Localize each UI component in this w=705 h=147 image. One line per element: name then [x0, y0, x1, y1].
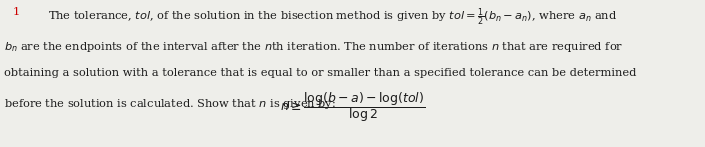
Text: The tolerance, $tol$, of the solution in the bisection method is given by $tol =: The tolerance, $tol$, of the solution in…	[48, 7, 617, 28]
Text: $b_n$ are the endpoints of the interval after the $n$th iteration. The number of: $b_n$ are the endpoints of the interval …	[4, 40, 623, 54]
Text: 1: 1	[13, 7, 20, 17]
Text: $n \geq \dfrac{\log(b-a)-\log(tol)}{\log 2}$: $n \geq \dfrac{\log(b-a)-\log(tol)}{\log…	[280, 90, 425, 124]
Text: obtaining a solution with a tolerance that is equal to or smaller than a specifi: obtaining a solution with a tolerance th…	[4, 68, 636, 78]
Text: before the solution is calculated. Show that $n$ is given by:: before the solution is calculated. Show …	[4, 97, 336, 111]
